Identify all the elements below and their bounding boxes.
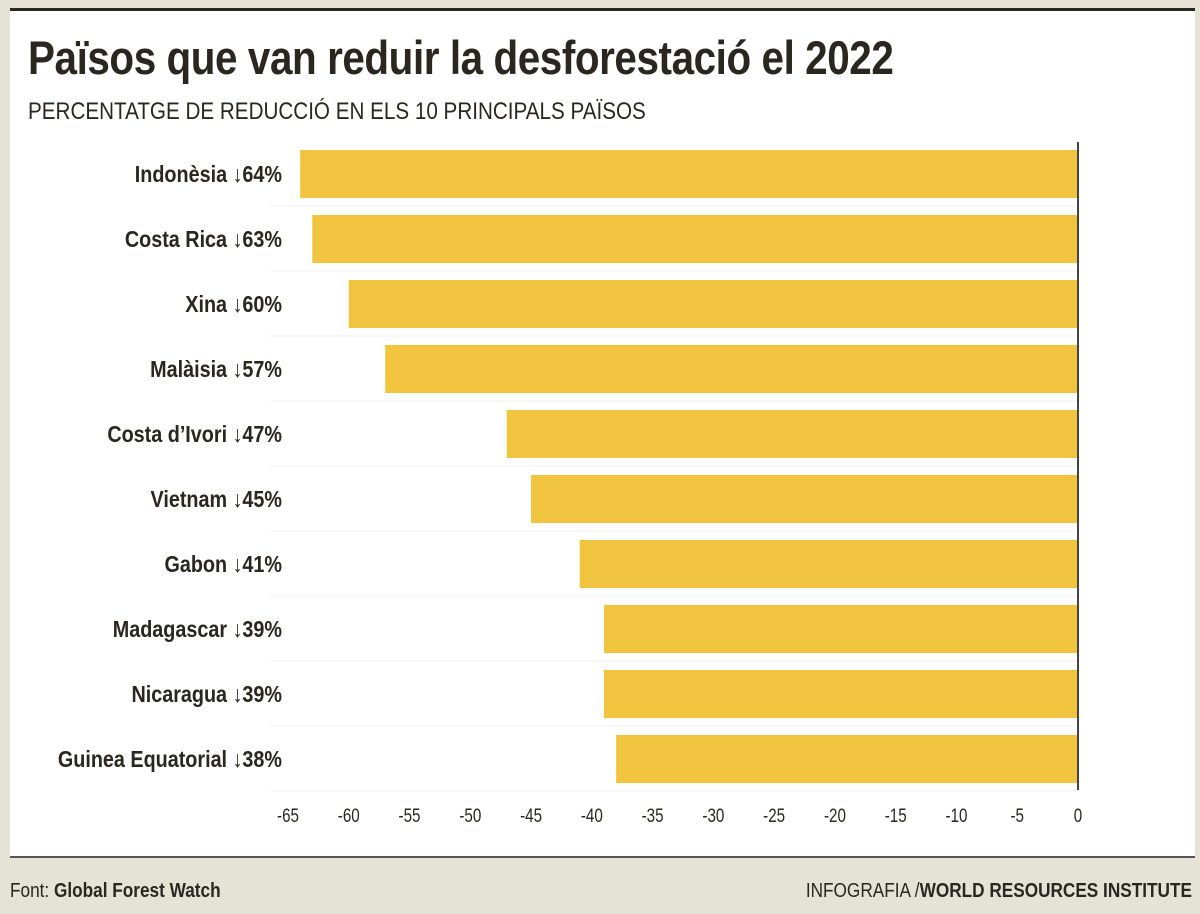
bar-gabon <box>579 540 1078 588</box>
bar-vietnam <box>531 475 1078 523</box>
x-tick-label: -65 <box>277 804 299 826</box>
chart-title: Països que van reduir la desforestació e… <box>28 31 894 84</box>
bar-madagascar <box>604 605 1078 653</box>
x-tick-label: -10 <box>945 804 967 826</box>
bar-indon-sia <box>300 150 1079 198</box>
credit-label: INFOGRAFIA / <box>805 880 920 902</box>
bar-label: Guinea Equatorial ↓38% <box>58 747 282 773</box>
x-tick-label: -35 <box>642 804 664 826</box>
x-tick-label: -30 <box>702 804 724 826</box>
source-label: Font: <box>10 880 54 902</box>
credit-name: WORLD RESOURCES INSTITUTE <box>919 880 1192 902</box>
bar-xina <box>348 280 1078 328</box>
bar-nicaragua <box>604 670 1078 718</box>
source-note: Font: Global Forest Watch <box>10 880 221 903</box>
x-tick-label: -25 <box>763 804 785 826</box>
x-tick-label: -45 <box>520 804 542 826</box>
bar-label: Costa d’Ivori ↓47% <box>107 422 282 448</box>
x-tick-label: -40 <box>581 804 603 826</box>
x-tick-label: -55 <box>399 804 421 826</box>
bar-label: Nicaragua ↓39% <box>131 682 282 708</box>
bar-costa-d-ivori <box>506 410 1078 458</box>
bar-label: Costa Rica ↓63% <box>125 227 282 253</box>
bar-costa-rica <box>312 215 1078 263</box>
x-tick-label: -20 <box>824 804 846 826</box>
x-tick-label: -60 <box>338 804 360 826</box>
bar-label: Indonèsia ↓64% <box>135 162 282 188</box>
x-tick-label: -15 <box>885 804 907 826</box>
x-tick-label: 0 <box>1074 804 1082 826</box>
bar-label: Malàisia ↓57% <box>150 357 282 383</box>
chart-subtitle: PERCENTATGE DE REDUCCIÓ EN ELS 10 PRINCI… <box>28 98 646 125</box>
bar-label: Vietnam ↓45% <box>151 487 282 513</box>
bar-mal-isia <box>385 345 1078 393</box>
bar-label: Madagascar ↓39% <box>113 617 282 643</box>
credit-note: INFOGRAFIA /WORLD RESOURCES INSTITUTE <box>806 880 1192 903</box>
bar-label: Gabon ↓41% <box>164 552 282 578</box>
x-tick-label: -50 <box>459 804 481 826</box>
source-name: Global Forest Watch <box>53 880 221 902</box>
x-tick-label: -5 <box>1010 804 1024 826</box>
bar-label: Xina ↓60% <box>185 292 282 318</box>
bar-guinea-equatorial <box>616 735 1078 783</box>
